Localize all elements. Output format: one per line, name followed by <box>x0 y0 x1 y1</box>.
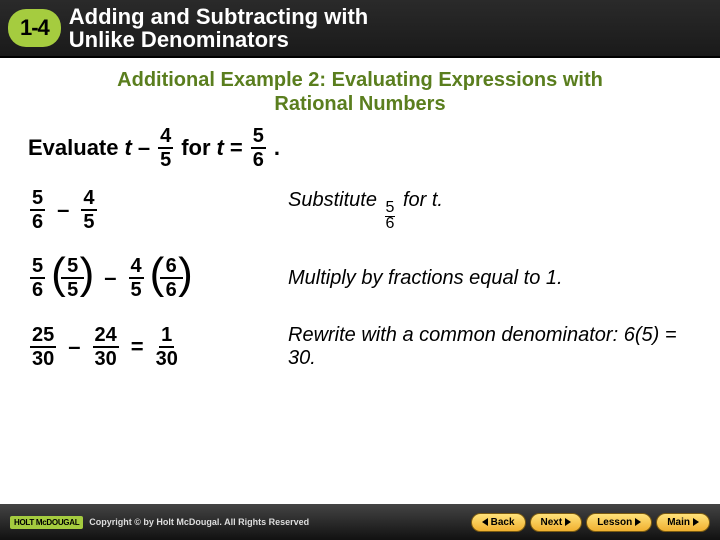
step-lhs: 2530–2430=130 <box>28 325 288 369</box>
prob-var2: t <box>217 135 224 161</box>
back-button[interactable]: Back <box>471 513 526 532</box>
main-button[interactable]: Main <box>656 513 710 532</box>
prob-var: t <box>125 135 132 161</box>
triangle-left-icon <box>482 518 488 526</box>
step-explanation: Multiply by fractions equal to 1. <box>288 267 692 290</box>
frac-den: 6 <box>160 279 183 300</box>
frac-den: 30 <box>95 348 117 369</box>
fraction: 45 <box>129 256 144 300</box>
problem-statement: Evaluate t – 4 5 for t = 5 6 . <box>28 126 692 170</box>
rhs-text: Rewrite with a common denominator: 6(5) … <box>288 324 677 369</box>
rhs-text: Substitute <box>288 189 383 211</box>
frac-num: 5 <box>251 126 266 149</box>
prob-eq: = <box>230 135 243 161</box>
frac-den: 5 <box>83 211 94 232</box>
slide-footer: HOLT McDOUGAL Copyright © by Holt McDoug… <box>0 504 720 540</box>
title-line-2: Unlike Denominators <box>69 27 289 52</box>
example-heading: Additional Example 2: Evaluating Express… <box>0 68 720 116</box>
subtitle-line-1: Additional Example 2: Evaluating Express… <box>117 69 603 91</box>
copyright-text: Copyright © by Holt McDougal. All Rights… <box>89 517 309 527</box>
slide-header: 1-4 Adding and Subtracting with Unlike D… <box>0 0 720 58</box>
frac-den: 30 <box>32 348 54 369</box>
slide-content: Evaluate t – 4 5 for t = 5 6 . 56–45Subs… <box>0 116 720 370</box>
fraction: 56 <box>30 256 45 300</box>
paren-fraction: 66 <box>160 256 183 300</box>
prob-op: – <box>138 135 150 161</box>
fraction: 2530 <box>30 325 56 369</box>
lesson-button[interactable]: Lesson <box>586 513 652 532</box>
next-label: Next <box>541 517 563 528</box>
frac-num: 5 <box>30 188 45 211</box>
nav-buttons: Back Next Lesson Main <box>471 513 710 532</box>
frac-den: 5 <box>160 149 171 170</box>
fraction: 130 <box>156 325 178 369</box>
prob-frac2: 5 6 <box>251 126 266 170</box>
triangle-right-icon <box>693 518 699 526</box>
rhs-text-post: for t. <box>397 189 443 211</box>
solution-steps: 56–45Substitute 56 for t.5655–4566Multip… <box>28 188 692 370</box>
lesson-number-badge: 1-4 <box>8 9 61 47</box>
triangle-right-icon <box>565 518 571 526</box>
step-explanation: Substitute 56 for t. <box>288 189 692 231</box>
frac-den: 30 <box>156 348 178 369</box>
operator: – <box>57 197 69 223</box>
frac-num: 1 <box>159 325 174 348</box>
step-lhs: 56–45 <box>28 188 288 232</box>
brand-logo: HOLT McDOUGAL <box>10 516 83 529</box>
back-label: Back <box>491 517 515 528</box>
frac-den: 6 <box>32 211 43 232</box>
frac-num: 4 <box>129 256 144 279</box>
lesson-title: Adding and Subtracting with Unlike Denom… <box>69 5 368 51</box>
prob-mid: for <box>181 135 210 161</box>
subtitle-line-2: Rational Numbers <box>274 93 445 115</box>
paren-fraction: 55 <box>61 256 84 300</box>
fraction: 56 <box>30 188 45 232</box>
prob-frac1: 4 5 <box>158 126 173 170</box>
rhs-text: Multiply by fractions equal to 1. <box>288 267 563 289</box>
frac-num: 24 <box>93 325 119 348</box>
frac-num: 25 <box>30 325 56 348</box>
frac-den: 6 <box>32 279 43 300</box>
frac-num: 4 <box>81 188 96 211</box>
fraction: 2430 <box>93 325 119 369</box>
copyright-block: HOLT McDOUGAL Copyright © by Holt McDoug… <box>10 516 309 529</box>
operator: – <box>68 334 80 360</box>
operator: = <box>131 334 144 360</box>
step-lhs: 5655–4566 <box>28 256 288 300</box>
frac-num: 5 <box>30 256 45 279</box>
frac-num: 5 <box>61 256 84 279</box>
frac-den: 5 <box>61 279 84 300</box>
frac-den: 6 <box>253 149 264 170</box>
operator: – <box>104 265 116 291</box>
small-fraction: 56 <box>385 201 396 231</box>
next-button[interactable]: Next <box>530 513 583 532</box>
fraction: 45 <box>81 188 96 232</box>
lesson-label: Lesson <box>597 517 632 528</box>
prob-suffix: . <box>274 135 280 161</box>
title-line-1: Adding and Subtracting with <box>69 4 368 29</box>
frac-den: 5 <box>131 279 142 300</box>
frac-num: 6 <box>160 256 183 279</box>
prob-prefix: Evaluate <box>28 135 119 161</box>
step-explanation: Rewrite with a common denominator: 6(5) … <box>288 324 692 370</box>
triangle-right-icon <box>635 518 641 526</box>
frac-num: 4 <box>158 126 173 149</box>
main-label: Main <box>667 517 690 528</box>
